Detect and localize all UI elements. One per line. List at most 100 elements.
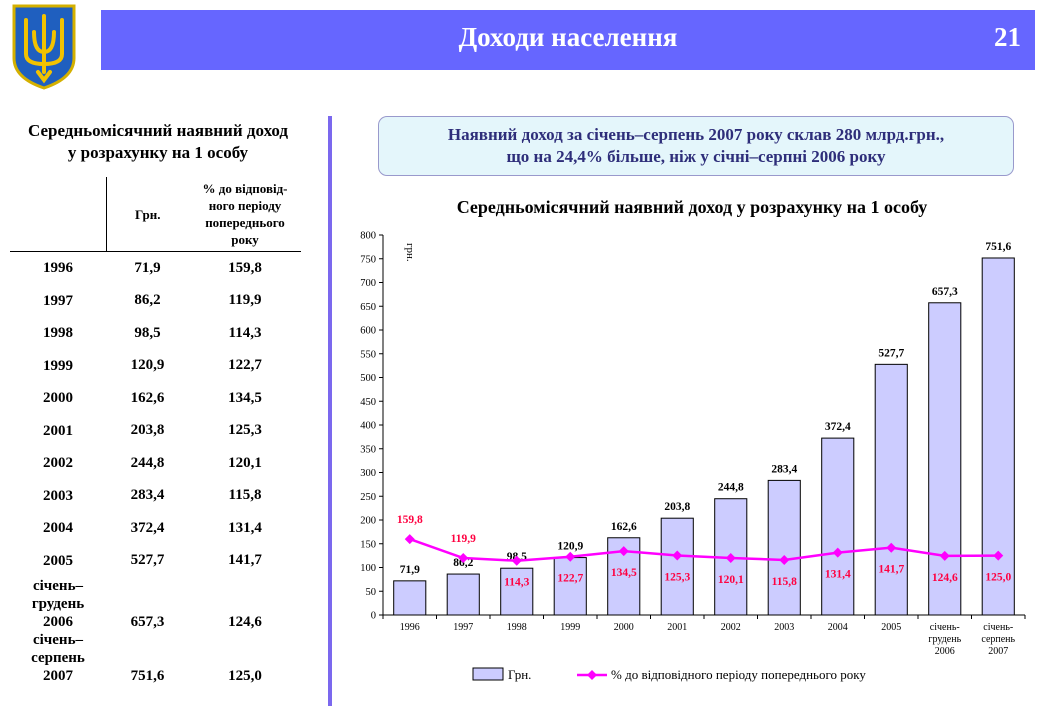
header-pct-line: % до відповід-: [202, 181, 288, 196]
bar: [660, 517, 694, 616]
row-year: 2002: [43, 455, 73, 472]
row-pct: 119,9: [228, 292, 262, 309]
row-year: 2000: [43, 390, 73, 407]
bar-value-label: 751,6: [985, 241, 1011, 253]
x-tick-label: січень-: [930, 622, 960, 633]
bar-value-label: 71,9: [400, 564, 420, 576]
y-tick-label: 100: [360, 563, 376, 574]
row-pct: 125,3: [228, 422, 262, 439]
row-year-line: серпень: [31, 650, 85, 666]
row-year-line: 2007: [43, 668, 73, 684]
table-row: 1999 120,9 122,7: [10, 350, 301, 383]
bar-value-label: 372,4: [825, 421, 851, 433]
y-tick-label: 0: [371, 611, 376, 622]
chart-title: Середньомісячний наявний доход у розраху…: [456, 197, 928, 217]
percent-value-label: 134,5: [611, 567, 637, 579]
bar-value-label: 162,6: [611, 521, 637, 533]
row-grn: 527,7: [130, 552, 165, 569]
bar-value-label: 244,8: [718, 482, 744, 494]
bar-value-label: 527,7: [878, 347, 904, 359]
row-year-line: січень–: [32, 578, 84, 594]
row-pct: 131,4: [228, 519, 262, 536]
row-year-line: січень–: [32, 632, 84, 648]
table-header-row: Грн. % до відповід- ного періоду поперед…: [10, 177, 301, 252]
bar: [928, 302, 962, 616]
percent-value-label: 120,1: [718, 574, 744, 586]
bar: [553, 557, 587, 616]
row-pct: 141,7: [228, 552, 262, 569]
note-line1: Наявний доход за січень–серпень 2007 рок…: [447, 125, 945, 144]
income-chart: 0 50 100 150 200 250 300 350 400 450 500 550 600 650 7…: [360, 231, 1026, 682]
table-row: січень– грудень 2006 657,3 124,6: [10, 577, 301, 631]
table-row: 2005 527,7 141,7: [10, 545, 301, 578]
row-year: 2005: [43, 552, 73, 569]
row-pct: 115,8: [228, 487, 262, 504]
y-tick-label: 500: [360, 373, 376, 384]
y-tick-label: 200: [360, 516, 376, 527]
x-tick-label: 2000: [614, 622, 634, 633]
row-grn: 120,9: [130, 357, 165, 374]
income-note-box: Наявний доход за січень–серпень 2007 рок…: [378, 116, 1014, 176]
row-year: 1998: [43, 325, 73, 342]
percent-value-label: 125,0: [985, 572, 1011, 584]
bar: [981, 257, 1015, 616]
header-grn: Грн.: [105, 177, 189, 252]
header-pct-line: ного періоду: [208, 198, 282, 213]
table-row: 2000 162,6 134,5: [10, 382, 301, 415]
row-pct: 124,6: [228, 614, 262, 630]
x-tick-label: серпень: [981, 634, 1015, 645]
row-grn: 86,2: [134, 292, 161, 309]
table-row: 2004 372,4 131,4: [10, 512, 301, 545]
percent-value-label: 131,4: [825, 569, 851, 581]
x-tick-label: грудень: [928, 634, 961, 645]
page-title: Доходи населення: [458, 22, 678, 52]
bar-value-label: 86,2: [453, 557, 473, 569]
bar-value-label: 120,9: [557, 541, 583, 553]
panel-divider: [328, 116, 332, 706]
percent-value-label: 141,7: [878, 564, 904, 576]
bar: [500, 567, 534, 616]
row-year-line: грудень: [31, 596, 85, 612]
y-tick-label: 150: [360, 539, 376, 550]
percent-value-label: 159,8: [397, 514, 423, 526]
note-line2: що на 24,4% більше, ніж у січні–серпні 2…: [506, 147, 886, 166]
x-tick-label: 2004: [828, 622, 848, 633]
x-tick-label: січень-: [983, 622, 1013, 633]
bar-value-label: 283,4: [771, 463, 797, 475]
y-tick-label: 350: [360, 444, 376, 455]
percent-marker: [672, 550, 683, 561]
row-pct: 134,5: [228, 389, 262, 406]
table-row: 2001 203,8 125,3: [10, 415, 301, 448]
row-year: січень– серпень 2007: [10, 631, 106, 685]
row-year: 2004: [43, 520, 73, 537]
row-grn: 244,8: [130, 454, 165, 471]
percent-value-label: 115,8: [772, 576, 797, 588]
percent-marker: [832, 547, 843, 558]
bar: [767, 479, 801, 616]
x-tick-label: 1996: [400, 622, 420, 633]
x-tick-label: 2001: [667, 622, 687, 633]
percent-value-label: 114,3: [504, 577, 529, 589]
y-tick-label: 550: [360, 349, 376, 360]
percent-value-label: 125,3: [664, 571, 690, 583]
percent-marker: [779, 554, 790, 565]
y-axis-label: грн.: [404, 243, 416, 262]
row-year: 1996: [43, 260, 73, 277]
bar-value-label: 657,3: [932, 286, 958, 298]
table-title-line2: у розрахунку на 1 особу: [67, 143, 249, 162]
bar: [393, 580, 427, 616]
row-pct: 125,0: [228, 668, 262, 684]
table-row: січень– серпень 2007 751,6 125,0: [10, 631, 301, 685]
x-tick-label: 1999: [560, 622, 580, 633]
table-row: 1998 98,5 114,3: [10, 317, 301, 350]
coat-of-arms-emblem: [10, 2, 78, 90]
x-tick-label: 2007: [988, 646, 1008, 657]
table-row: 1996 71,9 159,8: [10, 252, 301, 285]
table-row: 2002 244,8 120,1: [10, 447, 301, 480]
legend-bar-label: Грн.: [508, 667, 531, 682]
row-grn: 71,9: [134, 259, 161, 276]
income-table: Грн. % до відповід- ного періоду поперед…: [10, 177, 301, 685]
row-year: січень– грудень 2006: [10, 577, 106, 631]
percent-value-label: 119,9: [451, 533, 476, 545]
table-row: 2003 283,4 115,8: [10, 480, 301, 513]
